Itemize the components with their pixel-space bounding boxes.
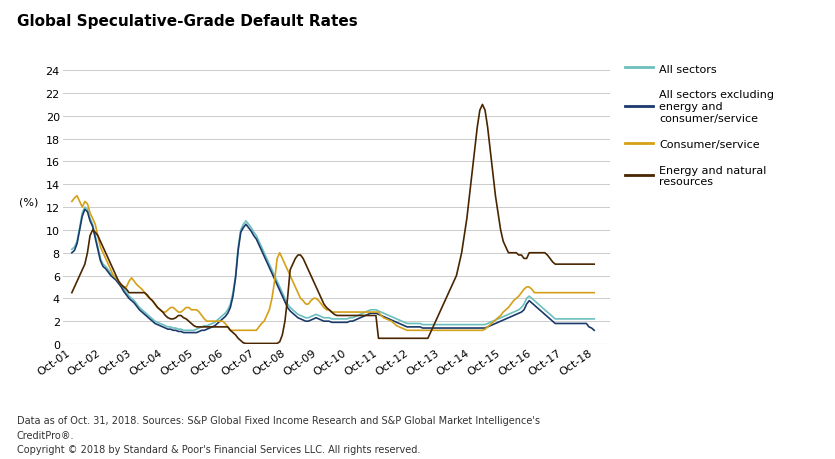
- Text: Global Speculative-Grade Default Rates: Global Speculative-Grade Default Rates: [17, 14, 357, 29]
- Legend: All sectors, All sectors excluding
energy and
consumer/service, Consumer/service: All sectors, All sectors excluding energ…: [620, 60, 779, 191]
- Text: Data as of Oct. 31, 2018. Sources: S&P Global Fixed Income Research and S&P Glob: Data as of Oct. 31, 2018. Sources: S&P G…: [17, 415, 539, 425]
- Text: Copyright © 2018 by Standard & Poor's Financial Services LLC. All rights reserve: Copyright © 2018 by Standard & Poor's Fi…: [17, 444, 420, 454]
- Text: CreditPro®.: CreditPro®.: [17, 431, 74, 441]
- Y-axis label: (%): (%): [19, 197, 38, 207]
